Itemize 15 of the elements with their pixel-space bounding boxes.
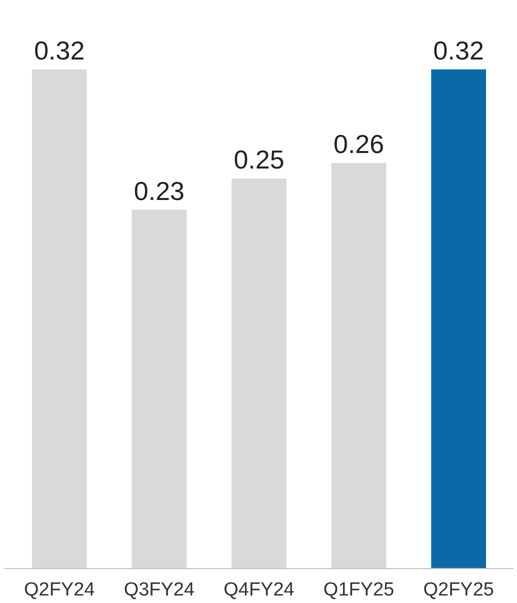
x-tick-label: Q2FY25 [423, 580, 494, 600]
bar [32, 69, 87, 568]
data-label: 0.32 [34, 35, 85, 66]
x-tick-label: Q2FY24 [24, 580, 96, 600]
x-tick-label: Q4FY24 [224, 580, 295, 600]
data-label: 0.26 [334, 128, 384, 159]
bar [132, 210, 187, 568]
bar [431, 69, 486, 568]
data-label: 0.25 [234, 144, 284, 175]
x-tick-label: Q1FY25 [323, 580, 394, 600]
bar [232, 178, 286, 568]
data-label: 0.32 [433, 35, 484, 66]
x-tick-label: Q3FY24 [124, 580, 196, 600]
bar [331, 162, 386, 568]
data-label: 0.23 [134, 176, 185, 206]
